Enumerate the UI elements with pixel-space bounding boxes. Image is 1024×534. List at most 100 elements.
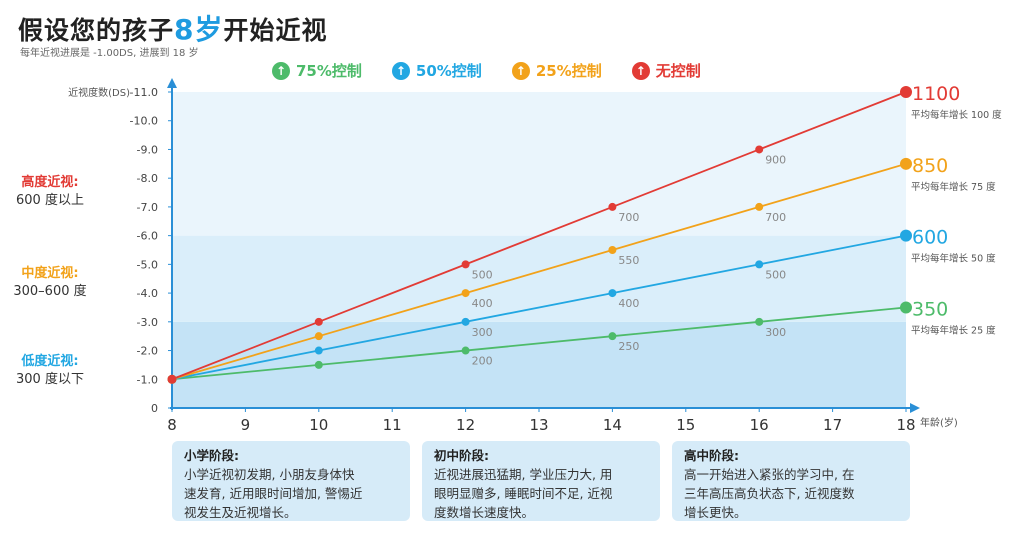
stage-primary: 小学阶段: 小学近视初发期, 小朋友身体快 速发育, 近用眼时间增加, 警惕近 … [172, 441, 410, 521]
x-tick-label: 17 [823, 416, 842, 434]
x-tick-label: 12 [456, 416, 475, 434]
page-title: 假设您的孩子8岁开始近视 [18, 8, 328, 48]
stage-primary-title: 小学阶段: [184, 448, 239, 463]
stage-high-line: 高一开始进入紧张的学习中, 在 [684, 467, 855, 482]
up-arrow-icon: ↑ [391, 61, 410, 80]
x-tick-label: 16 [750, 416, 769, 434]
zone-mid-desc: 300–600 度 [13, 284, 87, 299]
data-point [314, 317, 323, 326]
zone-mid-label: 中度近视: 300–600 度 [0, 265, 100, 301]
y-tick-label: -5.0 [137, 258, 158, 271]
y-tick-label: -6.0 [137, 230, 158, 243]
series-line [171, 162, 907, 381]
legend-item: ↑ 50%控制 [391, 60, 482, 81]
data-point [314, 332, 323, 341]
data-label: 700 [618, 211, 639, 224]
up-arrow-icon: ↑ [272, 61, 290, 80]
data-point [900, 229, 912, 242]
data-point [755, 317, 764, 326]
y-tick-label: -4.0 [137, 287, 158, 300]
series-line [171, 234, 907, 381]
data-point [755, 202, 764, 211]
stage-primary-line: 速发育, 近用眼时间增加, 警惕近 [184, 486, 363, 501]
stage-high-title: 高中阶段: [684, 448, 739, 463]
data-label: 250 [618, 340, 639, 353]
y-tick-label: -7.0 [137, 201, 158, 214]
zone-low-title: 低度近视: [21, 354, 79, 369]
stage-primary-line: 小学近视初发期, 小朋友身体快 [184, 467, 355, 482]
zone-high-desc: 600 度以上 [16, 193, 84, 208]
y-tick-label: -2.0 [137, 345, 158, 358]
severity-band [172, 235, 906, 322]
legend-label: 75%控制 [296, 62, 362, 80]
zone-low-desc: 300 度以下 [16, 372, 84, 387]
data-label: 900 [765, 153, 786, 166]
stage-middle: 初中阶段: 近视进展迅猛期, 学业压力大, 用 眼明显赠多, 睡眠时间不足, 近… [422, 441, 660, 521]
y-tick-label: -10.0 [130, 115, 158, 128]
y-tick-label: -8.0 [137, 172, 158, 185]
data-point [608, 289, 617, 298]
legend-label: 50%控制 [415, 62, 482, 80]
data-point [461, 346, 470, 355]
data-label: 500 [765, 268, 786, 281]
x-tick-label: 13 [529, 416, 548, 434]
data-point [461, 289, 470, 298]
x-tick-label: 18 [896, 416, 915, 434]
x-axis-label: 年龄(岁) [920, 416, 958, 429]
end-value-label: 600 [912, 227, 948, 249]
data-label: 400 [618, 297, 639, 310]
legend-item: ↑ 无控制 [631, 60, 701, 81]
data-point [314, 346, 323, 355]
data-label: 300 [472, 326, 493, 339]
series-line [171, 91, 907, 381]
y-tick-label: -11.0 [130, 86, 158, 99]
stage-middle-line: 眼明显赠多, 睡眠时间不足, 近视 [434, 486, 613, 501]
data-point [900, 301, 912, 314]
end-note-label: 平均每年增长 25 度 [911, 324, 996, 336]
x-tick-label: 14 [603, 416, 622, 434]
legend-label: 25%控制 [535, 62, 602, 80]
stage-high: 高中阶段: 高一开始进入紧张的学习中, 在 三年高压高负状态下, 近视度数 增长… [672, 441, 910, 521]
y-tick-label: 0 [151, 402, 158, 415]
legend-item: ↑ 25%控制 [511, 60, 602, 81]
data-label: 550 [618, 254, 639, 267]
y-tick-label: -9.0 [137, 143, 158, 156]
data-point [608, 332, 617, 341]
data-label: 700 [765, 211, 786, 224]
legend-label: 无控制 [655, 62, 701, 80]
data-point [755, 145, 764, 154]
data-point [755, 260, 764, 269]
x-tick-label: 9 [241, 416, 251, 434]
x-tick-label: 15 [676, 416, 695, 434]
data-point [314, 360, 323, 369]
data-point [461, 260, 470, 269]
up-arrow-icon: ↑ [511, 61, 530, 80]
y-tick-label: -1.0 [137, 373, 158, 386]
data-label: 200 [472, 355, 493, 368]
y-axis-arrow-icon [167, 78, 177, 88]
line-chart: 0 -1.0 -2.0 -3.0 -4.0 -5.0 -6.0 -7.0 -8.0 -9.0 -10… [68, 78, 1002, 434]
end-value-label: 850 [912, 155, 948, 177]
legend-item: ↑ 75%控制 [272, 60, 362, 81]
x-axis-arrow-icon [910, 403, 920, 413]
data-point [167, 374, 177, 384]
zone-high-label: 高度近视: 600 度以上 [0, 174, 100, 210]
x-tick-label: 11 [383, 416, 402, 434]
x-tick-label: 10 [309, 416, 328, 434]
data-point [900, 157, 912, 170]
stage-middle-line: 近视进展迅猛期, 学业压力大, 用 [434, 467, 613, 482]
data-point [608, 202, 617, 211]
stage-middle-title: 初中阶段: [434, 448, 489, 463]
series-line [171, 306, 907, 381]
end-note-label: 平均每年增长 75 度 [911, 181, 996, 193]
chart-legend: ↑ 75%控制 ↑ 50%控制 ↑ 25%控制 ↑ 无控制 [272, 60, 701, 81]
y-axis-label: 近视度数(DS) [68, 86, 130, 99]
y-tick-label: -3.0 [137, 316, 158, 329]
end-note-label: 平均每年增长 100 度 [911, 109, 1002, 121]
zone-mid-title: 中度近视: [21, 266, 79, 281]
data-label: 400 [472, 297, 493, 310]
title-prefix: 假设您的孩子 [18, 16, 175, 45]
stage-high-line: 三年高压高负状态下, 近视度数 [684, 486, 855, 501]
title-highlight: 8岁 [174, 13, 224, 46]
up-arrow-icon: ↑ [631, 61, 650, 80]
